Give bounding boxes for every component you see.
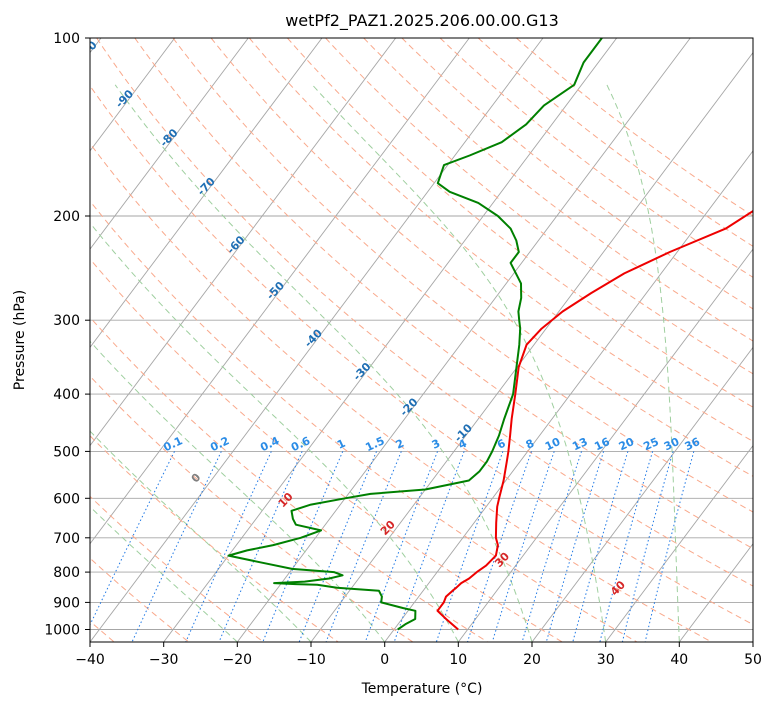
isotherm-line [90, 38, 544, 642]
x-tick-label: 30 [597, 652, 615, 668]
moist-adiabat-line [90, 222, 459, 642]
isotherm-line [531, 346, 753, 642]
dry-adiabat-line [90, 435, 339, 642]
isotherm-line [90, 38, 323, 349]
moist-adiabat-line [114, 84, 533, 642]
dry-adiabat-line [90, 84, 753, 626]
mixing-ratio-line [262, 451, 344, 642]
dry-adiabat-line [401, 38, 753, 310]
dry-adiabat-line [90, 200, 638, 642]
y-tick-label: 100 [53, 31, 80, 47]
mixing-ratio-line [90, 451, 175, 626]
y-tick-label: 200 [53, 209, 80, 225]
isotherm-line [90, 38, 249, 250]
dry-adiabat-line [287, 38, 753, 408]
chart-title: wetPf2_PAZ1.2025.206.00.00.G13 [285, 11, 559, 31]
y-tick-label: 1000 [44, 623, 80, 639]
moist-adiabat-line [90, 340, 386, 642]
dry-adiabat-line [325, 38, 753, 375]
y-tick-label: 800 [53, 565, 80, 581]
mixing-ratio-label: 30 [662, 435, 682, 453]
mixing-ratio-line [218, 451, 303, 642]
isotherm-line [90, 38, 470, 545]
dry-adiabat-line [172, 38, 753, 513]
x-tick-label: −40 [75, 652, 105, 668]
plot-frame [89, 37, 754, 643]
isotherm-lines [90, 38, 753, 642]
y-tick-label: 400 [53, 387, 80, 403]
mixing-ratio-label: 16 [592, 435, 612, 453]
mixing-ratio-label: 10 [543, 435, 563, 453]
x-tick-label: −30 [149, 652, 179, 668]
y-axis-ticks: 1000 900 800 700 600 500 400 300 200 100 [44, 31, 90, 639]
dry-adiabat-line [90, 142, 712, 642]
dry-adiabat-line [363, 38, 753, 342]
mixing-ratio-line [599, 451, 654, 642]
y-tick-label: 600 [53, 491, 80, 507]
mixing-ratio-line [435, 451, 504, 642]
dry-adiabat-line [90, 258, 563, 642]
x-tick-label: 50 [744, 652, 762, 668]
x-tick-label: 40 [670, 652, 688, 668]
isotherm-line [90, 38, 397, 447]
mixing-ratio-line [521, 451, 582, 642]
x-tick-label: 0 [380, 652, 389, 668]
isotherm-line [384, 150, 753, 642]
dry-adiabat-line [90, 375, 414, 642]
mixing-ratio-line [621, 451, 674, 642]
isotherm-line [605, 444, 753, 642]
temperature-trace [436, 209, 753, 631]
y-axis-label: Pressure (hPa) [12, 290, 28, 390]
isobar-lines [90, 38, 753, 630]
dry-adiabat-line [516, 38, 753, 217]
dry-adiabat-line [96, 38, 753, 587]
x-tick-label: 10 [449, 652, 467, 668]
isotherm-line [90, 38, 176, 152]
x-tick-label: 20 [523, 652, 541, 668]
mixing-ratio-line [545, 451, 605, 642]
moist-adiabat-lines [90, 84, 680, 642]
x-tick-label: −10 [296, 652, 326, 668]
dry-adiabat-line [210, 38, 753, 477]
x-axis-label: Temperature (°C) [361, 681, 483, 697]
moist-adiabat-line [606, 84, 680, 642]
y-tick-label: 500 [53, 444, 80, 460]
isotherm-line [457, 248, 753, 642]
mixing-ratio-label: 13 [570, 435, 589, 453]
isotherm-line [163, 38, 618, 642]
x-tick-label: −20 [223, 652, 253, 668]
mixing-ratio-label: 36 [683, 435, 703, 453]
moist-adiabat-line [311, 84, 607, 642]
dry-adiabat-line [439, 38, 753, 278]
y-tick-label: 300 [53, 313, 80, 329]
sounding-series [227, 38, 753, 631]
mixing-ratio-line [131, 451, 222, 642]
mixing-ratio-line [572, 451, 629, 642]
isotherm-line [236, 38, 691, 642]
dry-adiabat-line [134, 38, 753, 550]
plot-background [90, 38, 753, 642]
mixing-ratio-line [393, 451, 465, 642]
mixing-ratio-label: 25 [641, 435, 660, 453]
mixing-ratio-line [491, 451, 555, 642]
mixing-ratio-line [185, 451, 272, 642]
moist-adiabat-line [90, 505, 238, 642]
y-tick-label: 700 [53, 531, 80, 547]
mixing-ratio-label: 20 [617, 435, 637, 453]
dewpoint-trace [227, 38, 603, 631]
x-axis-ticks: −40 −30 −20 −10 0 10 20 30 40 50 [75, 642, 762, 668]
isotherm-line [310, 51, 753, 642]
mixing-ratio-line [644, 451, 695, 642]
y-tick-label: 900 [53, 595, 80, 611]
